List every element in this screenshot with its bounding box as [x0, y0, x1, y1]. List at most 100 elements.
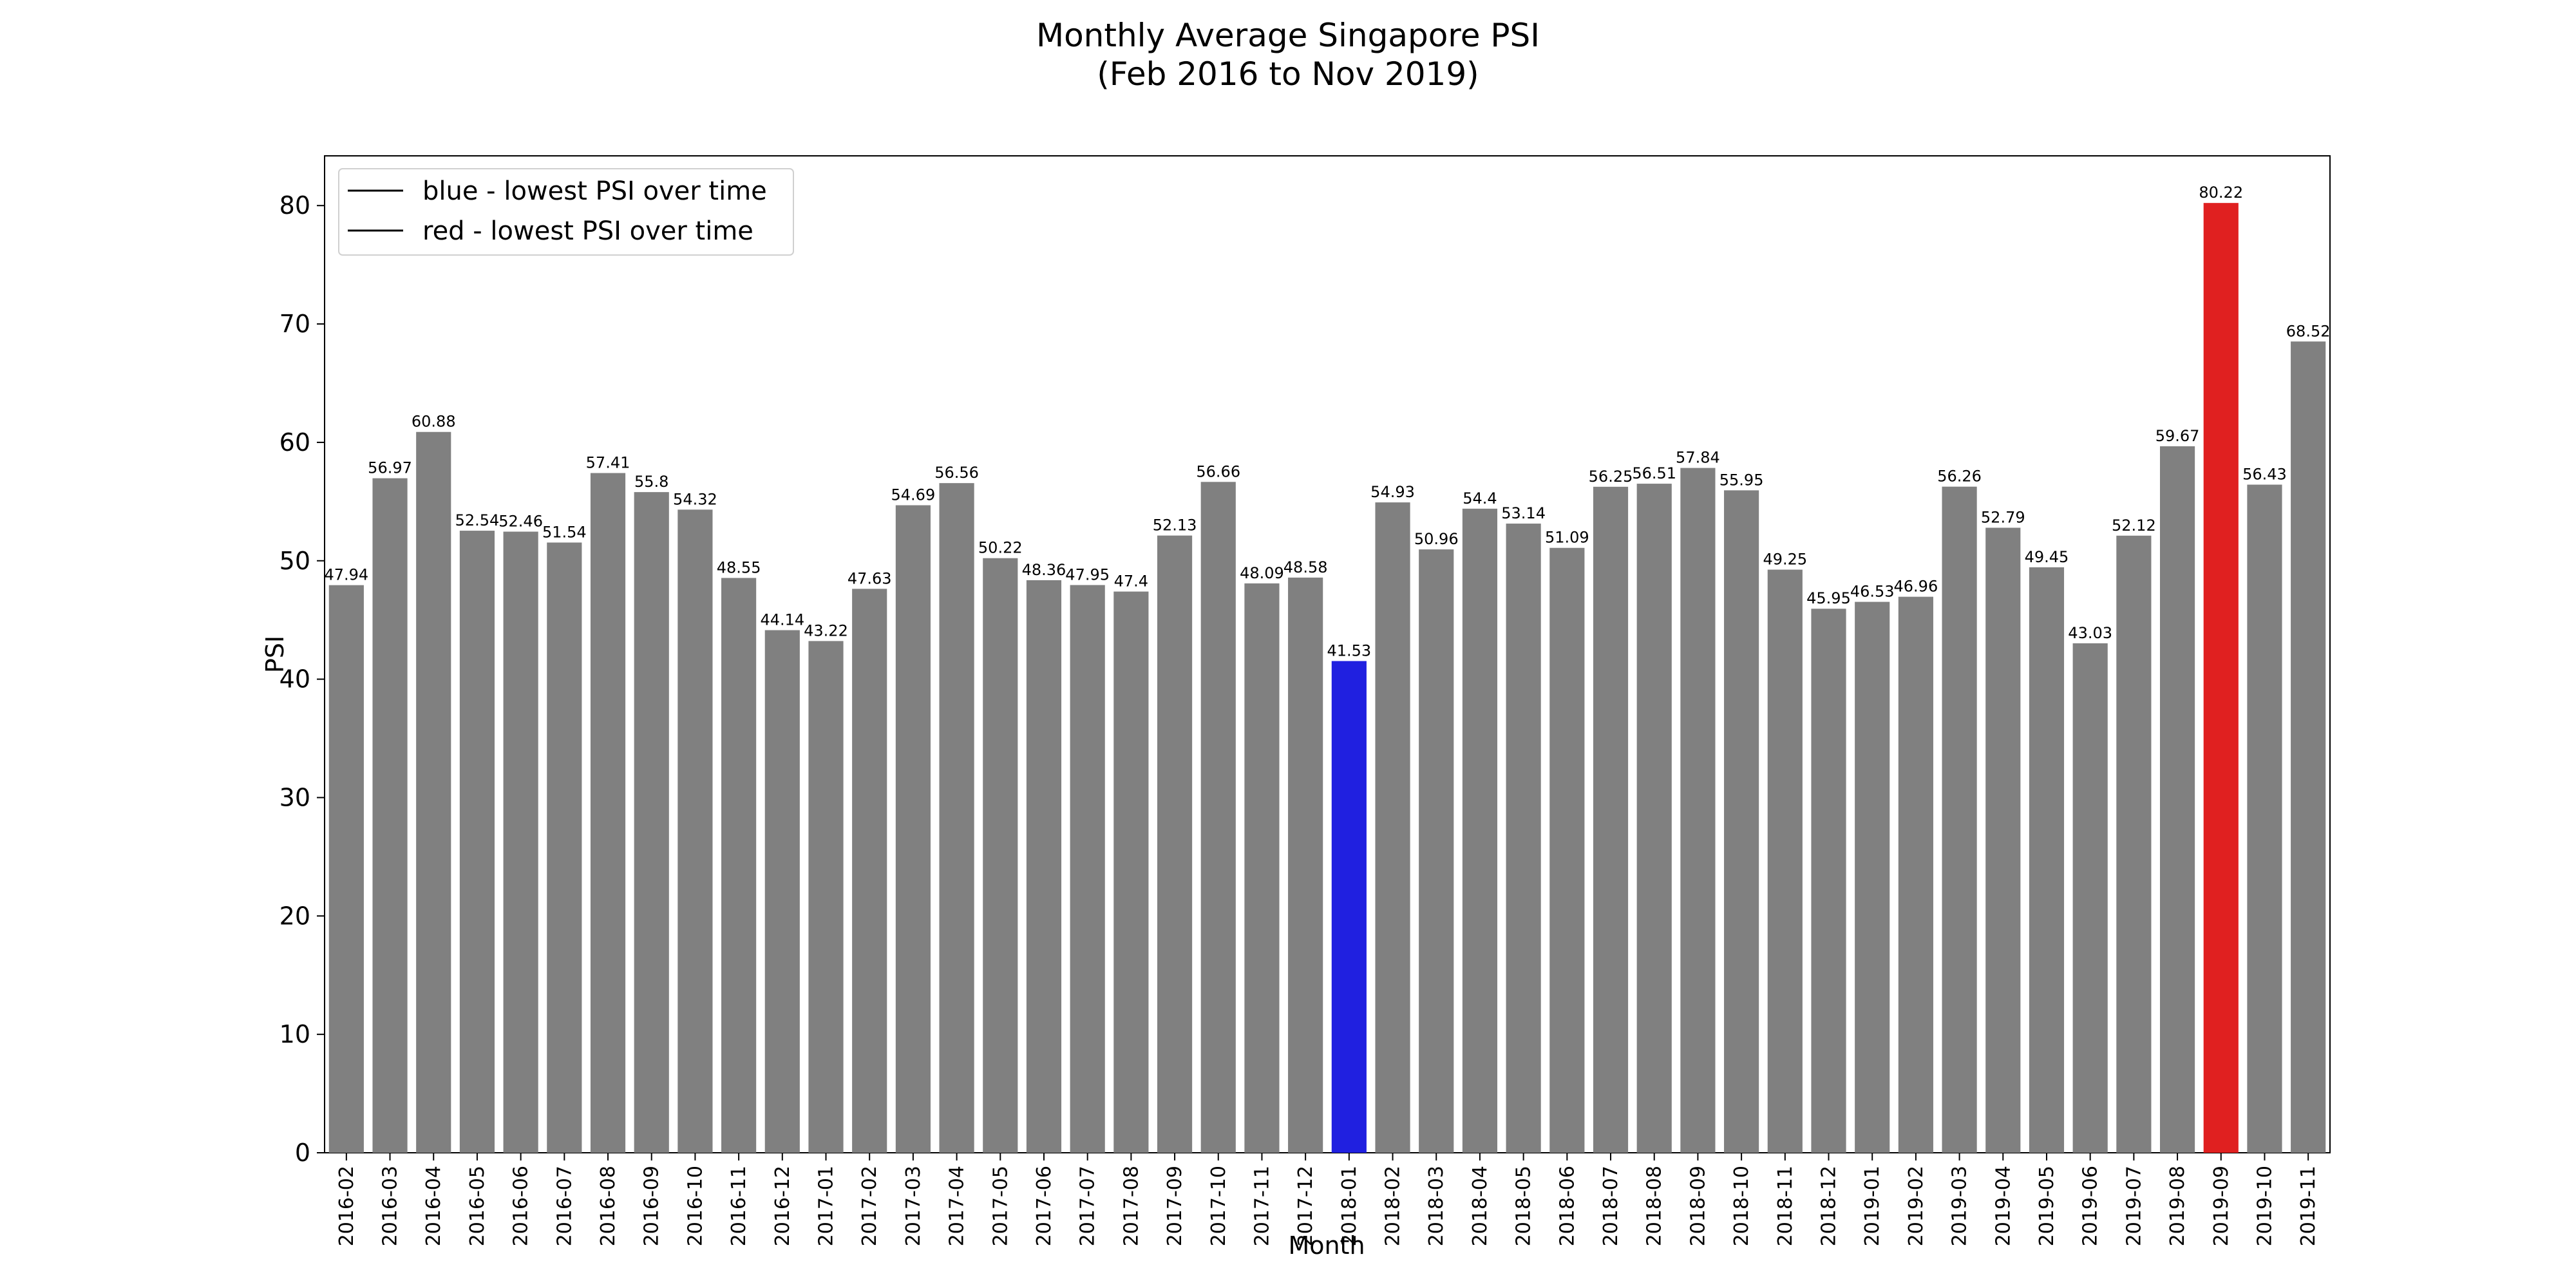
x-tick-label-2018-02: 2018-02	[1382, 1166, 1405, 1246]
value-label-2016-12: 44.14	[760, 611, 804, 629]
x-tick-label-2019-07: 2019-07	[2123, 1166, 2145, 1246]
bar-2017-09	[1157, 535, 1193, 1153]
bar-2019-03	[1942, 486, 1977, 1153]
value-label-2019-09: 80.22	[2199, 184, 2243, 202]
legend-label-red: red - lowest PSI over time	[422, 216, 753, 246]
x-tick-label-2019-05: 2019-05	[2036, 1166, 2058, 1246]
bar-2019-10	[2247, 484, 2282, 1153]
x-tick-label-2019-02: 2019-02	[1905, 1166, 1927, 1246]
x-tick-label-2016-04: 2016-04	[422, 1166, 445, 1246]
x-tick-label-2018-05: 2018-05	[1513, 1166, 1535, 1246]
x-tick-label-2016-05: 2016-05	[466, 1166, 489, 1246]
x-tick-label-2018-10: 2018-10	[1730, 1166, 1753, 1246]
bar-2019-07	[2116, 535, 2152, 1153]
x-tick-label-2016-12: 2016-12	[772, 1166, 794, 1246]
bar-2018-11	[1767, 569, 1803, 1153]
x-tick-label-2019-06: 2019-06	[2079, 1166, 2102, 1246]
value-label-2017-07: 47.95	[1065, 565, 1110, 583]
value-label-2018-07: 56.25	[1589, 468, 1633, 486]
bar-2016-10	[677, 509, 713, 1153]
legend-box	[338, 168, 794, 256]
chart-title: Monthly Average Singapore PSI	[1036, 17, 1540, 54]
bar-2017-07	[1070, 585, 1105, 1153]
x-tick-label-2019-10: 2019-10	[2253, 1166, 2276, 1246]
x-tick-label-2017-09: 2017-09	[1164, 1166, 1186, 1246]
bar-2019-06	[2072, 643, 2108, 1153]
value-label-2016-11: 48.55	[717, 558, 761, 576]
bar-2016-02	[328, 585, 364, 1153]
value-label-2016-05: 52.54	[455, 511, 500, 529]
bar-2018-02	[1375, 502, 1410, 1153]
bar-2017-10	[1200, 482, 1236, 1153]
bar-2017-08	[1113, 591, 1149, 1153]
bar-2019-09	[2203, 203, 2239, 1153]
y-tick-label-0: 0	[295, 1139, 310, 1167]
value-label-2018-06: 51.09	[1545, 529, 1589, 547]
value-label-2017-05: 50.22	[978, 539, 1023, 557]
value-label-2017-10: 56.66	[1196, 462, 1240, 480]
value-label-2016-03: 56.97	[368, 459, 412, 477]
bar-2017-12	[1288, 577, 1323, 1153]
value-label-2017-11: 48.09	[1240, 564, 1284, 582]
value-label-2018-02: 54.93	[1370, 483, 1415, 501]
bar-2019-05	[2029, 567, 2065, 1153]
x-tick-label-2016-11: 2016-11	[728, 1166, 750, 1246]
x-tick-label-2017-10: 2017-10	[1208, 1166, 1230, 1246]
x-tick-label-2019-09: 2019-09	[2210, 1166, 2233, 1246]
bar-2018-08	[1636, 484, 1672, 1153]
bar-2019-02	[1898, 596, 1933, 1153]
value-label-2017-08: 47.4	[1114, 573, 1148, 591]
plot-frame	[324, 155, 2331, 1153]
value-label-2018-03: 50.96	[1414, 530, 1459, 548]
bar-2016-05	[459, 531, 495, 1153]
x-tick-label-2017-06: 2017-06	[1033, 1166, 1056, 1246]
bar-2016-09	[634, 492, 669, 1153]
value-label-2016-08: 57.41	[586, 454, 630, 472]
value-label-2017-09: 52.13	[1153, 516, 1197, 535]
value-label-2017-06: 48.36	[1022, 561, 1066, 579]
value-label-2016-09: 55.8	[634, 473, 668, 491]
bar-2018-07	[1593, 486, 1629, 1153]
value-label-2019-01: 46.53	[1850, 583, 1895, 601]
value-label-2017-01: 43.22	[804, 621, 848, 639]
x-tick-label-2018-08: 2018-08	[1643, 1166, 1666, 1246]
x-tick-label-2018-07: 2018-07	[1600, 1166, 1622, 1246]
value-label-2019-04: 52.79	[1981, 508, 2025, 526]
bar-2019-01	[1855, 601, 1890, 1153]
x-tick-label-2019-08: 2019-08	[2166, 1166, 2189, 1246]
x-tick-label-2019-04: 2019-04	[1992, 1166, 2014, 1246]
value-label-2019-08: 59.67	[2155, 427, 2200, 445]
legend-label-blue: blue - lowest PSI over time	[422, 176, 767, 206]
bars	[328, 203, 2326, 1153]
x-tick-label-2017-03: 2017-03	[902, 1166, 925, 1246]
bar-2016-12	[764, 630, 800, 1153]
bar-2019-04	[1985, 527, 2021, 1153]
y-tick-label-30: 30	[279, 783, 310, 811]
value-label-2018-10: 55.95	[1719, 471, 1764, 489]
x-tick-label-2017-12: 2017-12	[1294, 1166, 1317, 1246]
x-tick-label-2018-11: 2018-11	[1774, 1166, 1797, 1246]
x-tick-label-2018-09: 2018-09	[1687, 1166, 1709, 1246]
value-label-2016-07: 51.54	[542, 523, 587, 541]
value-label-2017-03: 54.69	[891, 486, 936, 504]
chart-subtitle: (Feb 2016 to Nov 2019)	[1097, 55, 1479, 93]
bar-2016-04	[416, 431, 451, 1153]
bar-2016-06	[503, 531, 538, 1153]
value-label-2018-09: 57.84	[1676, 449, 1720, 467]
x-tick-label-2016-06: 2016-06	[510, 1166, 533, 1246]
x-tick-label-2019-03: 2019-03	[1949, 1166, 1971, 1246]
value-label-2017-04: 56.56	[934, 464, 979, 482]
bar-2017-01	[808, 641, 844, 1153]
value-label-2018-08: 56.51	[1632, 464, 1676, 482]
x-tick-label-2018-01: 2018-01	[1338, 1166, 1361, 1246]
value-label-2016-10: 54.32	[673, 490, 717, 508]
y-axis: 0 10 20 30 40 50 60 70 80	[279, 191, 325, 1167]
bar-2018-01	[1331, 661, 1367, 1153]
value-label-2017-12: 48.58	[1283, 558, 1328, 576]
y-tick-label-80: 80	[279, 191, 310, 220]
bar-2017-04	[939, 483, 974, 1153]
value-label-2017-02: 47.63	[848, 569, 892, 587]
